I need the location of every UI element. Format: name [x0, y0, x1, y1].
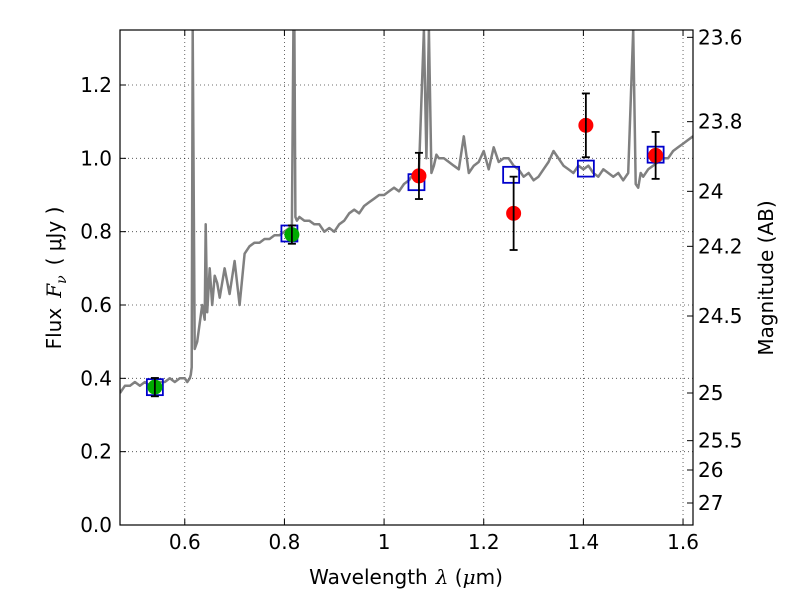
- y-axis-label: Flux Fν ( μJy ): [42, 207, 70, 350]
- x-axis-label: Wavelength λ (μm): [309, 565, 503, 589]
- y2-tick-label: 27: [698, 491, 723, 515]
- x-tick-label: 0.6: [169, 530, 201, 554]
- ticks-layer: 0.6 0.8 1 1.2 1.4 1.6 0.0 0.2 0.4 0.6 0.8 1.0 1.2 23.…: [80, 25, 742, 554]
- y-tick-label: 0.6: [80, 293, 112, 317]
- y-tick-label: 0.8: [80, 220, 112, 244]
- x-tick-label: 1.2: [468, 530, 500, 554]
- y2-tick-label: 23.8: [698, 110, 743, 134]
- y2-tick-label: 25: [698, 381, 723, 405]
- y2-tick-label: 24: [698, 179, 723, 203]
- y2-tick-label: 23.6: [698, 25, 743, 49]
- y-axis-label-symbol: F: [42, 283, 66, 299]
- spectrum-layer: [120, 30, 693, 394]
- y2-tick-label: 24.5: [698, 304, 743, 328]
- x-tick-label: 1: [378, 530, 391, 554]
- x-tick-label: 1.6: [667, 530, 699, 554]
- y-tick-label: 0.2: [80, 440, 112, 464]
- x-tick-label: 0.8: [269, 530, 301, 554]
- markers-layer: [145, 92, 665, 398]
- y-tick-label: 1.0: [80, 146, 112, 170]
- plot-frame: [119, 29, 694, 526]
- x-axis-label-unit-open: (: [448, 565, 462, 589]
- y2-tick-label: 24.2: [698, 234, 743, 258]
- y2-axis-label: Magnitude (AB): [754, 200, 778, 355]
- x-tick-label: 1.4: [567, 530, 599, 554]
- model-photometry-square: [502, 165, 521, 184]
- x-axis-label-unit-mu: μ: [463, 565, 476, 589]
- spectrum-line: [120, 30, 693, 394]
- x-axis-label-prefix: Wavelength: [309, 565, 428, 589]
- x-axis-label-unit-rest: m): [476, 565, 503, 589]
- y-tick-label: 1.2: [80, 73, 112, 97]
- y2-tick-label: 26: [698, 458, 723, 482]
- x-axis-label-symbol: λ: [435, 565, 449, 589]
- y-tick-label: 0.4: [80, 366, 112, 390]
- y-tick-label: 0.0: [80, 513, 112, 537]
- y-axis-label-prefix: Flux: [42, 308, 66, 350]
- grid-lines: [120, 30, 693, 526]
- y-axis-label-unit: ( μJy ): [42, 207, 66, 266]
- model-photometry-square: [576, 159, 595, 178]
- y2-tick-label: 25.5: [698, 429, 743, 453]
- y-axis-label-subscript: ν: [54, 275, 70, 284]
